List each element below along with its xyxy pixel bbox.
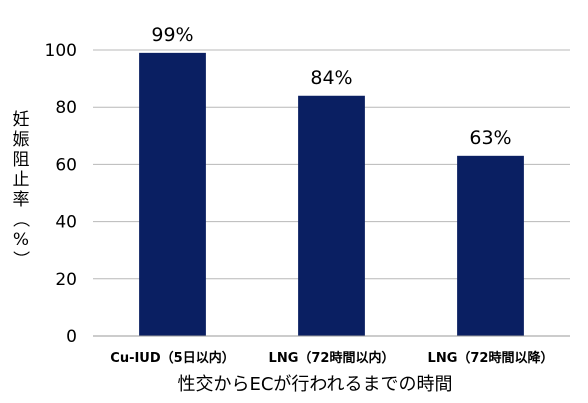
bar <box>457 155 524 336</box>
y-tick-label: 40 <box>55 213 77 233</box>
y-axis-title-char: （ <box>10 211 30 228</box>
y-tick-label: 80 <box>55 98 77 118</box>
y-axis-title-char: 娠 <box>13 130 30 150</box>
y-tick-label: 60 <box>55 155 77 175</box>
data-label: 84% <box>310 67 352 89</box>
x-category-label: LNG（72時間以降） <box>428 350 554 366</box>
y-axis-title-char: 阻 <box>13 150 30 170</box>
data-label: 63% <box>469 127 511 149</box>
bars <box>139 52 524 337</box>
y-axis-ticks: 0 20 40 60 80 100 <box>45 41 77 347</box>
x-category-label: LNG（72時間以内） <box>269 350 395 366</box>
y-axis-title-char: % <box>13 230 29 250</box>
y-axis-title-char: ） <box>10 251 30 268</box>
bar <box>298 95 365 336</box>
y-axis-title-char: 妊 <box>13 110 30 130</box>
x-axis-title: 性交からECが行われるまでの時間 <box>177 374 452 395</box>
y-tick-label: 100 <box>45 41 77 61</box>
x-axis-categories: Cu-IUD（5日以内） LNG（72時間以内） LNG（72時間以降） <box>110 350 553 366</box>
y-axis-title-char: 止 <box>13 170 30 190</box>
x-category-label: Cu-IUD（5日以内） <box>110 350 234 366</box>
bar <box>139 52 206 337</box>
data-labels: 99% 84% 63% <box>151 24 511 149</box>
y-tick-label: 0 <box>66 327 77 347</box>
data-label: 99% <box>151 24 193 46</box>
y-tick-label: 20 <box>55 270 77 290</box>
y-axis-title-char: 率 <box>13 190 30 210</box>
